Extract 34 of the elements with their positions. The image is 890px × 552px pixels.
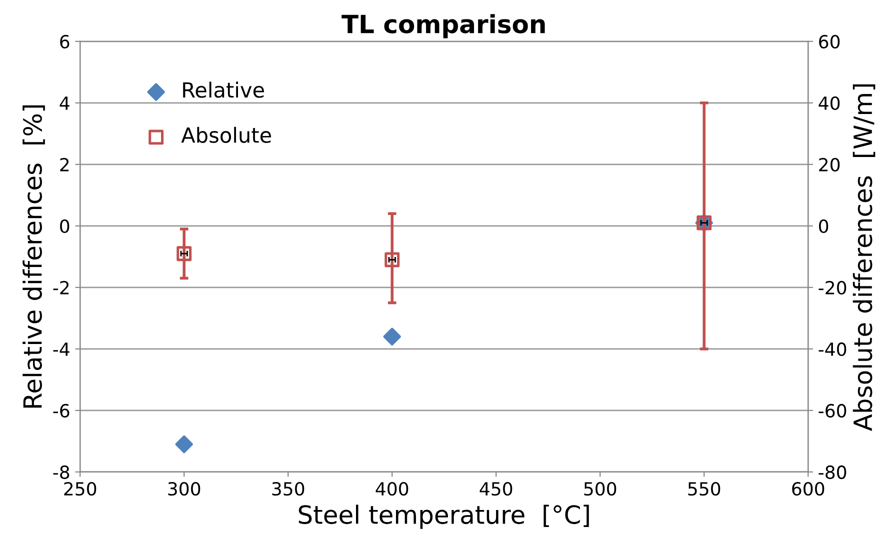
y-tick-label: 4 <box>60 96 70 110</box>
x-axis-title: Steel temperature [°C] <box>298 504 589 529</box>
x-tick-label: 450 <box>480 482 512 496</box>
y2-tick-label: -40 <box>818 342 846 356</box>
legend-label: Absolute <box>181 126 272 143</box>
y-tick-label: -4 <box>53 342 70 356</box>
y2-tick-label: 0 <box>819 219 828 234</box>
x-tick-label: 500 <box>584 482 616 496</box>
y2-axis-title: Absolute differences [W/m] <box>852 84 876 431</box>
x-tick-label: 400 <box>376 482 408 496</box>
y-tick-label: -8 <box>53 465 70 480</box>
y2-tick-label: 60 <box>819 34 840 49</box>
x-tick-label: 300 <box>168 482 200 496</box>
y2-tick-label: -60 <box>818 404 846 418</box>
point <box>383 328 401 346</box>
x-tick-label: 250 <box>64 482 96 496</box>
point <box>176 246 192 262</box>
x-tick-label: 600 <box>792 482 824 496</box>
y-axis-title: Relative differences [%] <box>22 105 45 408</box>
y2-tick-label: -20 <box>818 280 846 295</box>
y-tick-label: 2 <box>60 158 69 172</box>
y-tick-label: 6 <box>60 34 70 49</box>
y2-tick-label: 40 <box>818 96 840 110</box>
y2-tick-label: -80 <box>818 465 846 480</box>
x-tick-label: 350 <box>272 482 304 496</box>
y-tick-label: 0 <box>60 219 70 234</box>
legend-label: Relative <box>183 82 264 98</box>
y-tick-label: -6 <box>53 404 70 418</box>
x-tick-label: 550 <box>688 482 720 496</box>
chart-title: TL comparison <box>342 14 545 38</box>
y-tick-label: -2 <box>53 280 69 294</box>
y2-tick-label: 20 <box>819 158 840 172</box>
point <box>175 435 193 454</box>
point <box>384 252 400 268</box>
